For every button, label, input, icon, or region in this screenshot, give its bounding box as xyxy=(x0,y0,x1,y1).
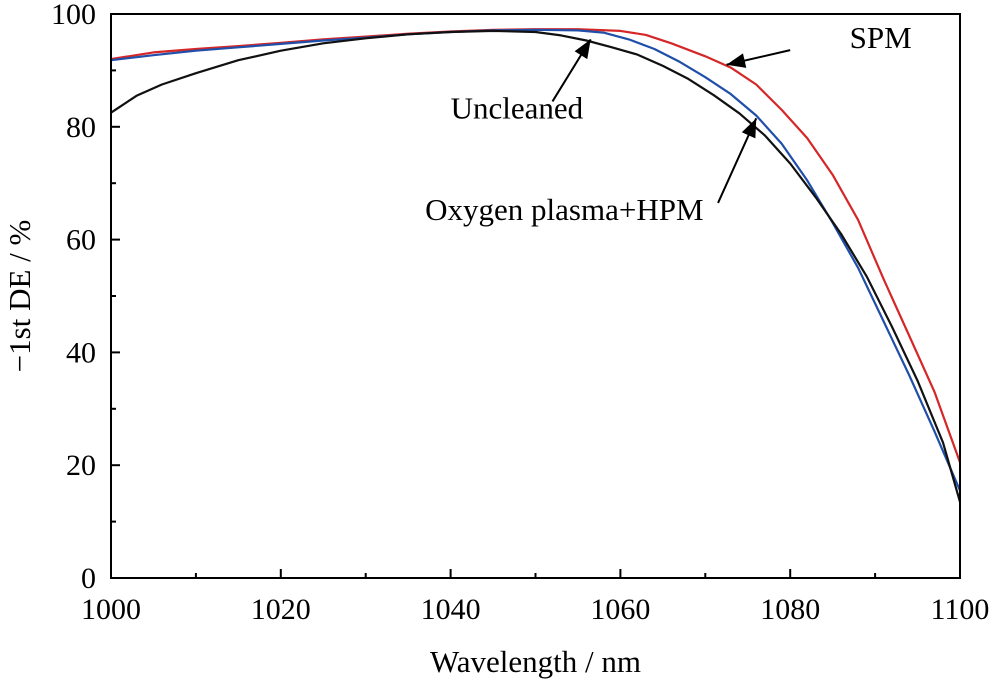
x-tick-label: 1080 xyxy=(760,593,820,626)
annotation-label: Uncleaned xyxy=(451,90,584,125)
x-tick-label: 1100 xyxy=(931,593,990,626)
x-tick-label: 1000 xyxy=(81,593,141,626)
y-tick-label: 40 xyxy=(66,336,96,369)
annotation-layer: SPM Uncleaned Oxygen plasma+HPM xyxy=(425,20,912,227)
series-line-oxygen-plasma-hpm xyxy=(110,28,962,492)
annotation-label: Oxygen plasma+HPM xyxy=(425,192,703,227)
annotation-arrowhead xyxy=(741,118,757,139)
x-tick-label: 1020 xyxy=(251,593,311,626)
y-tick-label: 100 xyxy=(51,0,96,31)
y-tick-label: 80 xyxy=(66,111,96,144)
x-tick-label: 1040 xyxy=(421,593,481,626)
ticks-layer: 1000 1020 1040 1060 1080 1100 0 20 40 60 80 100 xyxy=(51,0,989,626)
y-axis-title: −1st DE / % xyxy=(2,220,37,373)
annotation-arrowhead xyxy=(574,39,591,60)
plot-frame xyxy=(110,13,961,579)
x-tick-label: 1060 xyxy=(590,593,650,626)
series-layer xyxy=(110,28,962,503)
annotation-label: SPM xyxy=(850,20,912,55)
y-tick-label: 60 xyxy=(66,224,96,257)
y-tick-label: 0 xyxy=(81,562,96,595)
series-line-uncleaned xyxy=(110,29,962,503)
x-axis-title: Wavelength / nm xyxy=(430,644,641,679)
y-tick-label: 20 xyxy=(66,449,96,482)
annotation-arrowhead xyxy=(726,53,747,68)
